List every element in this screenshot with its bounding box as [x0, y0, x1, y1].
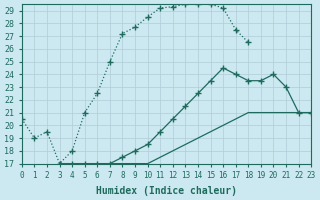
X-axis label: Humidex (Indice chaleur): Humidex (Indice chaleur) [96, 186, 237, 196]
